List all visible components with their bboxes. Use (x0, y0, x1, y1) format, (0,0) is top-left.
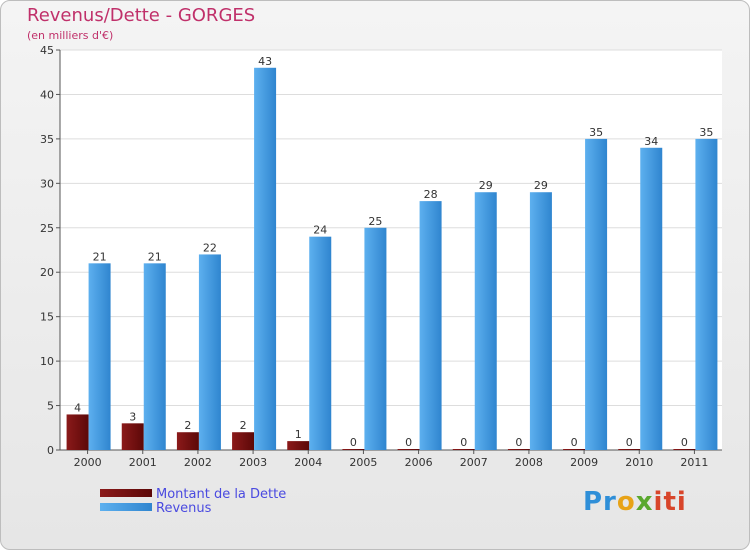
x-tick-label-2009: 2009 (570, 456, 598, 469)
x-tick-label-2011: 2011 (680, 456, 708, 469)
bar-revenus-2001 (143, 263, 166, 450)
bar-revenus-2010 (640, 147, 663, 450)
x-tick-label-2010: 2010 (625, 456, 653, 469)
label-revenus-2005: 25 (368, 215, 382, 228)
x-tick-label-2006: 2006 (405, 456, 433, 469)
y-tick-label: 15 (40, 311, 54, 324)
y-tick-label: 10 (40, 355, 54, 368)
legend-label-1: Revenus (156, 501, 212, 516)
bar-dette-2004 (287, 441, 310, 450)
y-tick-label: 35 (40, 133, 54, 146)
y-tick-label: 25 (40, 222, 54, 235)
bar-dette-2008 (507, 449, 530, 450)
label-revenus-2001: 21 (148, 250, 162, 263)
x-tick-label-2004: 2004 (294, 456, 322, 469)
label-dette-2005: 0 (350, 436, 357, 449)
legend-label-0: Montant de la Dette (156, 487, 286, 502)
bar-dette-2003 (232, 432, 255, 450)
label-revenus-2009: 35 (589, 126, 603, 139)
bar-dette-2006 (397, 449, 420, 450)
bar-dette-2001 (121, 423, 144, 450)
label-dette-2008: 0 (515, 436, 522, 449)
label-revenus-2000: 21 (93, 250, 107, 263)
chart-subtitle: (en milliers d'€) (27, 29, 114, 42)
label-dette-2000: 4 (74, 401, 81, 414)
y-tick-label: 20 (40, 266, 54, 279)
chart-title: Revenus/Dette - GORGES (27, 5, 256, 26)
label-dette-2010: 0 (626, 436, 633, 449)
bar-revenus-2002 (198, 254, 221, 450)
label-dette-2001: 3 (129, 410, 136, 423)
bar-dette-2011 (673, 449, 696, 450)
label-revenus-2011: 35 (699, 126, 713, 139)
bar-revenus-2011 (695, 138, 718, 450)
plot-area (60, 50, 722, 450)
bar-revenus-2004 (309, 236, 332, 450)
x-tick-label-2001: 2001 (129, 456, 157, 469)
bar-dette-2009 (563, 449, 586, 450)
bar-dette-2002 (176, 432, 199, 450)
legend-swatch-1 (100, 503, 152, 511)
label-dette-2009: 0 (571, 436, 578, 449)
label-dette-2004: 1 (295, 428, 302, 441)
proxiti-logo: Proxiti (583, 487, 687, 517)
label-dette-2011: 0 (681, 436, 688, 449)
bar-dette-2000 (66, 414, 89, 450)
bar-revenus-2008 (529, 192, 552, 450)
bar-revenus-2000 (88, 263, 111, 450)
legend-swatch-0 (100, 489, 152, 497)
label-dette-2002: 2 (184, 419, 191, 432)
y-tick-label: 30 (40, 177, 54, 190)
bar-revenus-2006 (419, 201, 442, 450)
bar-revenus-2007 (474, 192, 497, 450)
y-tick-label: 45 (40, 44, 54, 57)
label-revenus-2002: 22 (203, 241, 217, 254)
label-dette-2003: 2 (240, 419, 247, 432)
bar-revenus-2009 (585, 138, 608, 450)
label-revenus-2004: 24 (313, 224, 327, 237)
x-tick-label-2003: 2003 (239, 456, 267, 469)
y-tick-label: 0 (47, 444, 54, 457)
bar-dette-2005 (342, 449, 365, 450)
x-tick-label-2002: 2002 (184, 456, 212, 469)
bar-revenus-2003 (254, 67, 277, 451)
bar-dette-2010 (618, 449, 641, 450)
label-revenus-2010: 34 (644, 135, 658, 148)
x-tick-label-2007: 2007 (460, 456, 488, 469)
x-tick-label-2000: 2000 (74, 456, 102, 469)
y-tick-label: 40 (40, 88, 54, 101)
x-tick-label-2005: 2005 (349, 456, 377, 469)
y-tick-label: 5 (47, 400, 54, 413)
label-revenus-2006: 28 (424, 188, 438, 201)
bar-dette-2007 (452, 449, 475, 450)
label-revenus-2007: 29 (479, 179, 493, 192)
x-tick-label-2008: 2008 (515, 456, 543, 469)
label-dette-2006: 0 (405, 436, 412, 449)
label-revenus-2003: 43 (258, 55, 272, 68)
label-revenus-2008: 29 (534, 179, 548, 192)
bar-revenus-2005 (364, 227, 387, 450)
label-dette-2007: 0 (460, 436, 467, 449)
